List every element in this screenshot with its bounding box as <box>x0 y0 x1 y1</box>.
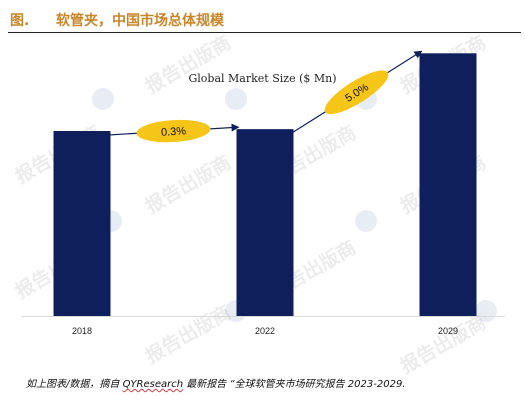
cagr-label: 0.3% <box>161 125 187 139</box>
cagr-callout: 5.0% <box>324 70 389 115</box>
bar-2022 <box>236 129 294 316</box>
bar-2029 <box>419 53 477 317</box>
bar-2018 <box>53 131 111 316</box>
figure-header: 图. 软管夹，中国市场总体规模 <box>10 10 224 30</box>
cagr-callout: 0.3% <box>136 119 211 143</box>
source-footnote: 如上图表/数据，摘自 QYResearch 最新报告 “全球软管夹市场研究报告 … <box>26 375 406 390</box>
footnote-brand: QYResearch <box>122 379 184 390</box>
header-divider <box>8 32 521 33</box>
figure-label: 图. <box>10 13 30 29</box>
x-tick-label: 2022 <box>255 326 275 336</box>
footnote-prefix: 如上图表/数据，摘自 <box>26 379 123 390</box>
cagr-callout-shape <box>324 70 389 115</box>
x-tick-label: 2029 <box>438 326 458 336</box>
cagr-callout-shape <box>136 119 211 143</box>
footnote-suffix: 最新报告 “全球软管夹市场研究报告 2023-2029. <box>183 379 406 390</box>
chart-title: Global Market Size ($ Mn) <box>188 72 337 85</box>
x-tick-label: 2018 <box>72 326 92 336</box>
figure-title: 软管夹，中国市场总体规模 <box>56 13 224 29</box>
